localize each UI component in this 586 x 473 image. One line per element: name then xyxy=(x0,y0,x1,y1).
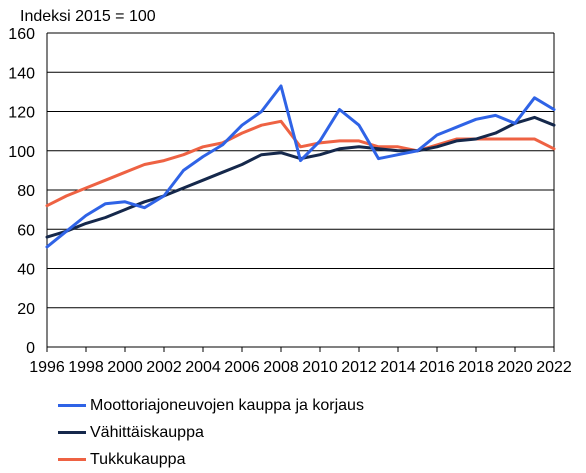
legend-item: Tukkukauppa xyxy=(58,446,364,473)
x-tick-label: 2014 xyxy=(380,359,416,376)
x-tick-label: 2004 xyxy=(185,359,221,376)
grid xyxy=(47,32,554,309)
x-tick-label: 2008 xyxy=(263,359,299,376)
y-tick-label: 120 xyxy=(8,105,35,122)
legend-swatch xyxy=(58,404,86,407)
series-line xyxy=(45,115,556,239)
x-tick-label: 2000 xyxy=(107,359,143,376)
x-tick-label: 2020 xyxy=(497,359,533,376)
y-tick-labels: 0 20 40 60 80 100 120 140 160 xyxy=(8,26,35,357)
x-tick-label: 2002 xyxy=(146,359,182,376)
series-line xyxy=(45,119,556,208)
x-tick-label: 2006 xyxy=(224,359,260,376)
legend-swatch xyxy=(58,431,86,434)
legend-label: Tukkukauppa xyxy=(90,450,186,468)
series-line xyxy=(45,84,556,249)
x-tick-label: 2010 xyxy=(302,359,338,376)
x-tick-label: 1998 xyxy=(68,359,104,376)
legend-label: Moottoriajoneuvojen kauppa ja korjaus xyxy=(90,396,364,414)
legend-swatch xyxy=(58,458,86,461)
y-axis-title: Indeksi 2015 = 100 xyxy=(20,8,156,25)
y-tick-label: 160 xyxy=(8,26,35,43)
legend: Moottoriajoneuvojen kauppa ja korjaus Vä… xyxy=(58,392,364,473)
x-tick-label: 2012 xyxy=(341,359,377,376)
y-tick-label: 20 xyxy=(17,301,35,318)
x-tick-label: 2016 xyxy=(419,359,455,376)
axes xyxy=(46,33,555,352)
series-lines xyxy=(45,84,556,249)
x-tick-label: 1996 xyxy=(29,359,65,376)
x-tick-label: 2018 xyxy=(458,359,494,376)
y-tick-label: 140 xyxy=(8,65,35,82)
y-tick-label: 40 xyxy=(17,262,35,279)
x-tick-label: 2022 xyxy=(536,359,572,376)
x-tick-labels: 1996 1998 2000 2002 2004 2006 2008 2010 2012 2014… xyxy=(29,359,572,376)
legend-label: Vähittäiskauppa xyxy=(90,423,204,441)
y-tick-label: 60 xyxy=(17,222,35,239)
y-tick-label: 0 xyxy=(26,340,35,357)
y-tick-label: 100 xyxy=(8,144,35,161)
legend-item: Vähittäiskauppa xyxy=(58,419,364,446)
y-tick-label: 80 xyxy=(17,183,35,200)
legend-item: Moottoriajoneuvojen kauppa ja korjaus xyxy=(58,392,364,419)
